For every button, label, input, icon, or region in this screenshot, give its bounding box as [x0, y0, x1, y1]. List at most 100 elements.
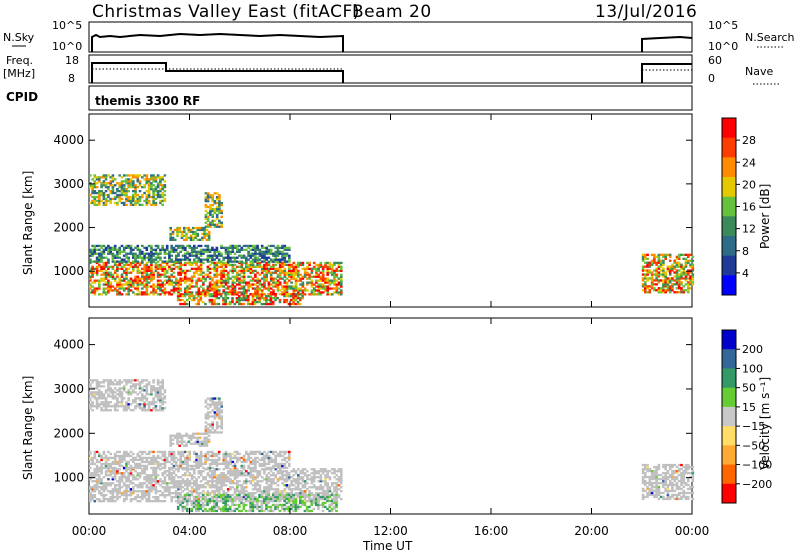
- echo-cell: [122, 265, 126, 268]
- echo-cell: [89, 458, 92, 462]
- echo-cell: [195, 499, 198, 503]
- echo-cell: [163, 456, 167, 460]
- echo-cell: [283, 260, 287, 263]
- echo-cell: [98, 283, 101, 286]
- echo-cell: [168, 460, 171, 464]
- echo-cell: [100, 492, 103, 495]
- echo-cell: [283, 450, 287, 454]
- echo-cell: [199, 279, 203, 282]
- echo-cell: [213, 293, 216, 296]
- echo-cell: [91, 395, 94, 398]
- echo-cell: [174, 482, 178, 485]
- echo-cell: [89, 450, 92, 454]
- echo-cell: [138, 279, 142, 282]
- echo-cell: [181, 258, 185, 261]
- echo-cell: [192, 499, 196, 503]
- echo-cell: [242, 289, 246, 292]
- echo-cell: [278, 468, 282, 471]
- echo-cell: [222, 490, 225, 493]
- echo-cell: [98, 279, 101, 282]
- echo-cell: [107, 474, 110, 477]
- echo-cell: [274, 271, 277, 274]
- echo-cell: [271, 293, 275, 296]
- echo-cell: [256, 271, 259, 274]
- echo-cell: [263, 486, 266, 489]
- echo-cell: [186, 478, 189, 481]
- echo-cell: [132, 291, 135, 294]
- echo-cell: [188, 456, 192, 460]
- echo-cell: [673, 279, 676, 282]
- velocity-echoes: [89, 379, 695, 513]
- echo-cell: [127, 260, 130, 263]
- echo-cell: [206, 431, 210, 434]
- echo-cell: [98, 468, 101, 471]
- echo-cell: [188, 495, 191, 499]
- echo-cell: [127, 244, 130, 248]
- echo-cell: [229, 263, 232, 267]
- echo-cell: [222, 271, 225, 274]
- echo-cell: [691, 269, 695, 272]
- echo-cell: [147, 199, 151, 203]
- echo-cell: [129, 265, 133, 268]
- echo-cell: [247, 452, 250, 456]
- echo-cell: [163, 250, 167, 253]
- echo-cell: [217, 474, 221, 477]
- echo-cell: [215, 484, 219, 487]
- echo-cell: [193, 484, 196, 487]
- echo-cell: [109, 383, 112, 386]
- echo-cell: [129, 409, 133, 412]
- echo-cell: [89, 287, 92, 290]
- echo-cell: [333, 472, 336, 475]
- echo-cell: [100, 456, 103, 460]
- echo-cell: [276, 258, 280, 261]
- echo-cell: [321, 283, 325, 286]
- echo-cell: [206, 423, 210, 426]
- echo-cell: [224, 450, 228, 454]
- echo-cell: [680, 289, 683, 292]
- echo-cell: [242, 456, 246, 460]
- echo-cell: [269, 277, 273, 280]
- echo-cell: [208, 289, 212, 292]
- echo-cell: [267, 458, 271, 462]
- echo-cell: [102, 395, 106, 398]
- echo-cell: [181, 254, 185, 257]
- echo-cell: [245, 263, 248, 267]
- echo-cell: [152, 486, 155, 489]
- echo-cell: [299, 298, 302, 302]
- echo-cell: [245, 283, 248, 286]
- echo-cell: [152, 283, 155, 286]
- echo-cell: [141, 496, 144, 499]
- echo-cell: [152, 466, 155, 470]
- echo-cell: [120, 182, 124, 185]
- echo-cell: [209, 425, 212, 428]
- echo-cell: [141, 409, 144, 412]
- echo-cell: [655, 279, 658, 282]
- echo-cell: [129, 279, 133, 282]
- echo-cell: [691, 275, 695, 278]
- echo-cell: [340, 498, 343, 501]
- echo-cell: [331, 281, 334, 284]
- echo-cell: [188, 246, 192, 249]
- echo-cell: [202, 496, 205, 499]
- echo-cell: [129, 494, 133, 497]
- echo-cell: [176, 432, 179, 435]
- echo-cell: [217, 297, 221, 300]
- echo-cell: [292, 265, 296, 268]
- echo-cell: [215, 192, 219, 195]
- echo-cell: [129, 283, 133, 286]
- freq-unit-label: [MHz]: [3, 67, 35, 80]
- echo-cell: [120, 285, 124, 288]
- echo-cell: [301, 478, 305, 481]
- echo-cell: [650, 261, 654, 264]
- echo-cell: [141, 399, 144, 402]
- echo-cell: [122, 379, 126, 382]
- echo-cell: [122, 484, 126, 487]
- echo-cell: [274, 285, 277, 288]
- echo-cell: [147, 193, 151, 197]
- echo-cell: [145, 409, 149, 412]
- echo-cell: [170, 474, 173, 477]
- echo-cell: [165, 261, 169, 265]
- echo-cell: [229, 460, 232, 464]
- echo-cell: [156, 454, 160, 458]
- echo-cell: [127, 256, 130, 259]
